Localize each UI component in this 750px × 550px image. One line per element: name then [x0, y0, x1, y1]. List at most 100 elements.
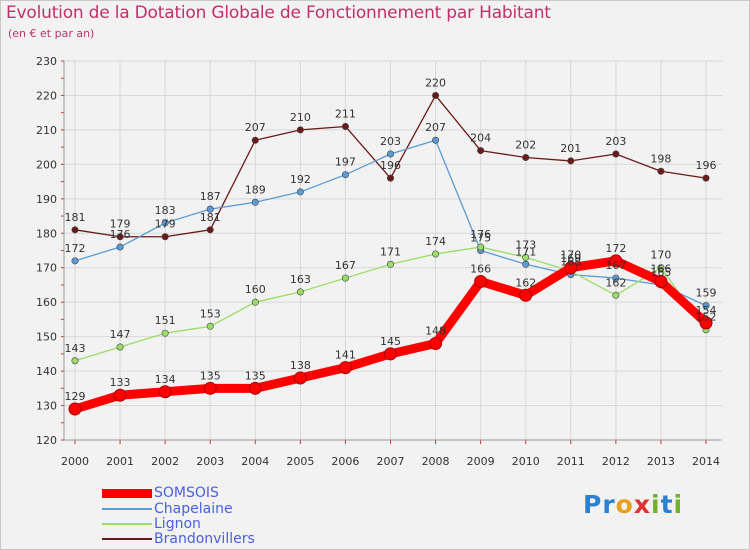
data-label: 165	[650, 266, 671, 279]
data-label: 133	[110, 376, 131, 389]
y-tick-label: 210	[36, 124, 57, 137]
y-tick-label: 140	[36, 365, 57, 378]
data-point	[296, 288, 304, 296]
data-point	[71, 257, 79, 265]
legend-item-lignon: Lignon	[102, 517, 201, 531]
data-label: 138	[290, 359, 311, 372]
y-tick-label: 120	[36, 434, 57, 447]
data-point	[609, 254, 623, 268]
legend-label: Chapelaine	[154, 501, 233, 517]
y-tick-label: 130	[36, 400, 57, 413]
data-label: 176	[470, 228, 491, 241]
data-label: 183	[155, 204, 176, 217]
data-label: 172	[605, 242, 626, 255]
proxiti-logo: Proxiti	[583, 490, 683, 519]
x-tick-label: 2006	[331, 455, 359, 468]
data-label: 207	[425, 121, 446, 134]
legend-label: Brandonvillers	[154, 531, 255, 547]
data-label: 196	[696, 159, 717, 172]
legend-swatch	[102, 523, 152, 525]
x-tick-label: 2008	[422, 455, 450, 468]
data-point	[248, 381, 262, 395]
data-label: 187	[200, 190, 221, 203]
data-point	[116, 233, 124, 241]
data-point	[657, 264, 665, 272]
y-tick-label: 230	[36, 55, 57, 68]
x-tick-label: 2001	[106, 455, 134, 468]
data-point	[386, 174, 394, 182]
data-label: 170	[560, 249, 581, 262]
data-point	[386, 260, 394, 268]
data-label: 166	[470, 263, 491, 276]
data-point	[386, 150, 394, 158]
data-label: 211	[335, 107, 356, 120]
data-label: 141	[335, 349, 356, 362]
x-tick-label: 2013	[647, 455, 675, 468]
data-point	[206, 226, 214, 234]
logo-letter: P	[583, 490, 603, 519]
data-point	[116, 243, 124, 251]
data-label: 160	[245, 283, 266, 296]
data-label: 171	[380, 245, 401, 258]
logo-letter: x	[633, 490, 651, 519]
x-tick-label: 2014	[692, 455, 720, 468]
data-point	[612, 150, 620, 158]
data-label: 152	[696, 311, 717, 324]
data-label: 176	[110, 228, 131, 241]
data-label: 163	[290, 273, 311, 286]
data-label: 174	[425, 235, 446, 248]
data-label: 166	[650, 263, 671, 276]
data-point	[251, 298, 259, 306]
data-point	[432, 250, 440, 258]
y-tick-label: 190	[36, 193, 57, 206]
data-point	[564, 261, 578, 275]
data-label: 207	[245, 121, 266, 134]
data-point	[429, 337, 443, 351]
data-label: 135	[245, 369, 266, 382]
x-tick-label: 2005	[286, 455, 314, 468]
data-label: 189	[245, 183, 266, 196]
data-point	[657, 167, 665, 175]
y-tick-label: 220	[36, 89, 57, 102]
data-label: 168	[560, 256, 581, 269]
data-label: 147	[110, 328, 131, 341]
x-tick-label: 2010	[512, 455, 540, 468]
data-label: 153	[200, 307, 221, 320]
chart-title: Evolution de la Dotation Globale de Fonc…	[6, 3, 551, 23]
data-point	[522, 253, 530, 261]
data-label: 204	[470, 132, 491, 145]
legend-label: Lignon	[154, 516, 201, 532]
data-label: 203	[380, 135, 401, 148]
data-label: 220	[425, 76, 446, 89]
data-point	[384, 347, 397, 361]
data-point	[702, 174, 710, 182]
chart-subtitle: (en € et par an)	[8, 27, 95, 40]
data-point	[702, 302, 710, 310]
y-tick-label: 200	[36, 158, 57, 171]
legend-item-chapelaine: Chapelaine	[102, 502, 233, 516]
logo-letter: o	[615, 490, 634, 519]
data-label: 171	[515, 245, 536, 258]
data-point	[519, 288, 533, 302]
x-tick-label: 2011	[557, 455, 585, 468]
logo-letter: r	[602, 490, 616, 519]
data-point	[341, 122, 349, 130]
data-label: 129	[65, 390, 86, 403]
y-tick-label: 150	[36, 331, 57, 344]
data-label: 175	[470, 232, 491, 245]
data-point	[116, 343, 124, 351]
data-point	[432, 91, 440, 99]
data-point	[251, 198, 259, 206]
data-point	[161, 219, 169, 227]
data-label: 172	[65, 242, 86, 255]
data-point	[296, 126, 304, 134]
legend-item-somsois: SOMSOIS	[102, 486, 219, 500]
data-point	[474, 275, 488, 289]
data-label: 148	[425, 325, 446, 338]
data-label: 210	[290, 111, 311, 124]
data-point	[203, 381, 217, 395]
y-tick-label: 160	[36, 296, 57, 309]
data-point	[161, 329, 169, 337]
data-point	[522, 153, 530, 161]
